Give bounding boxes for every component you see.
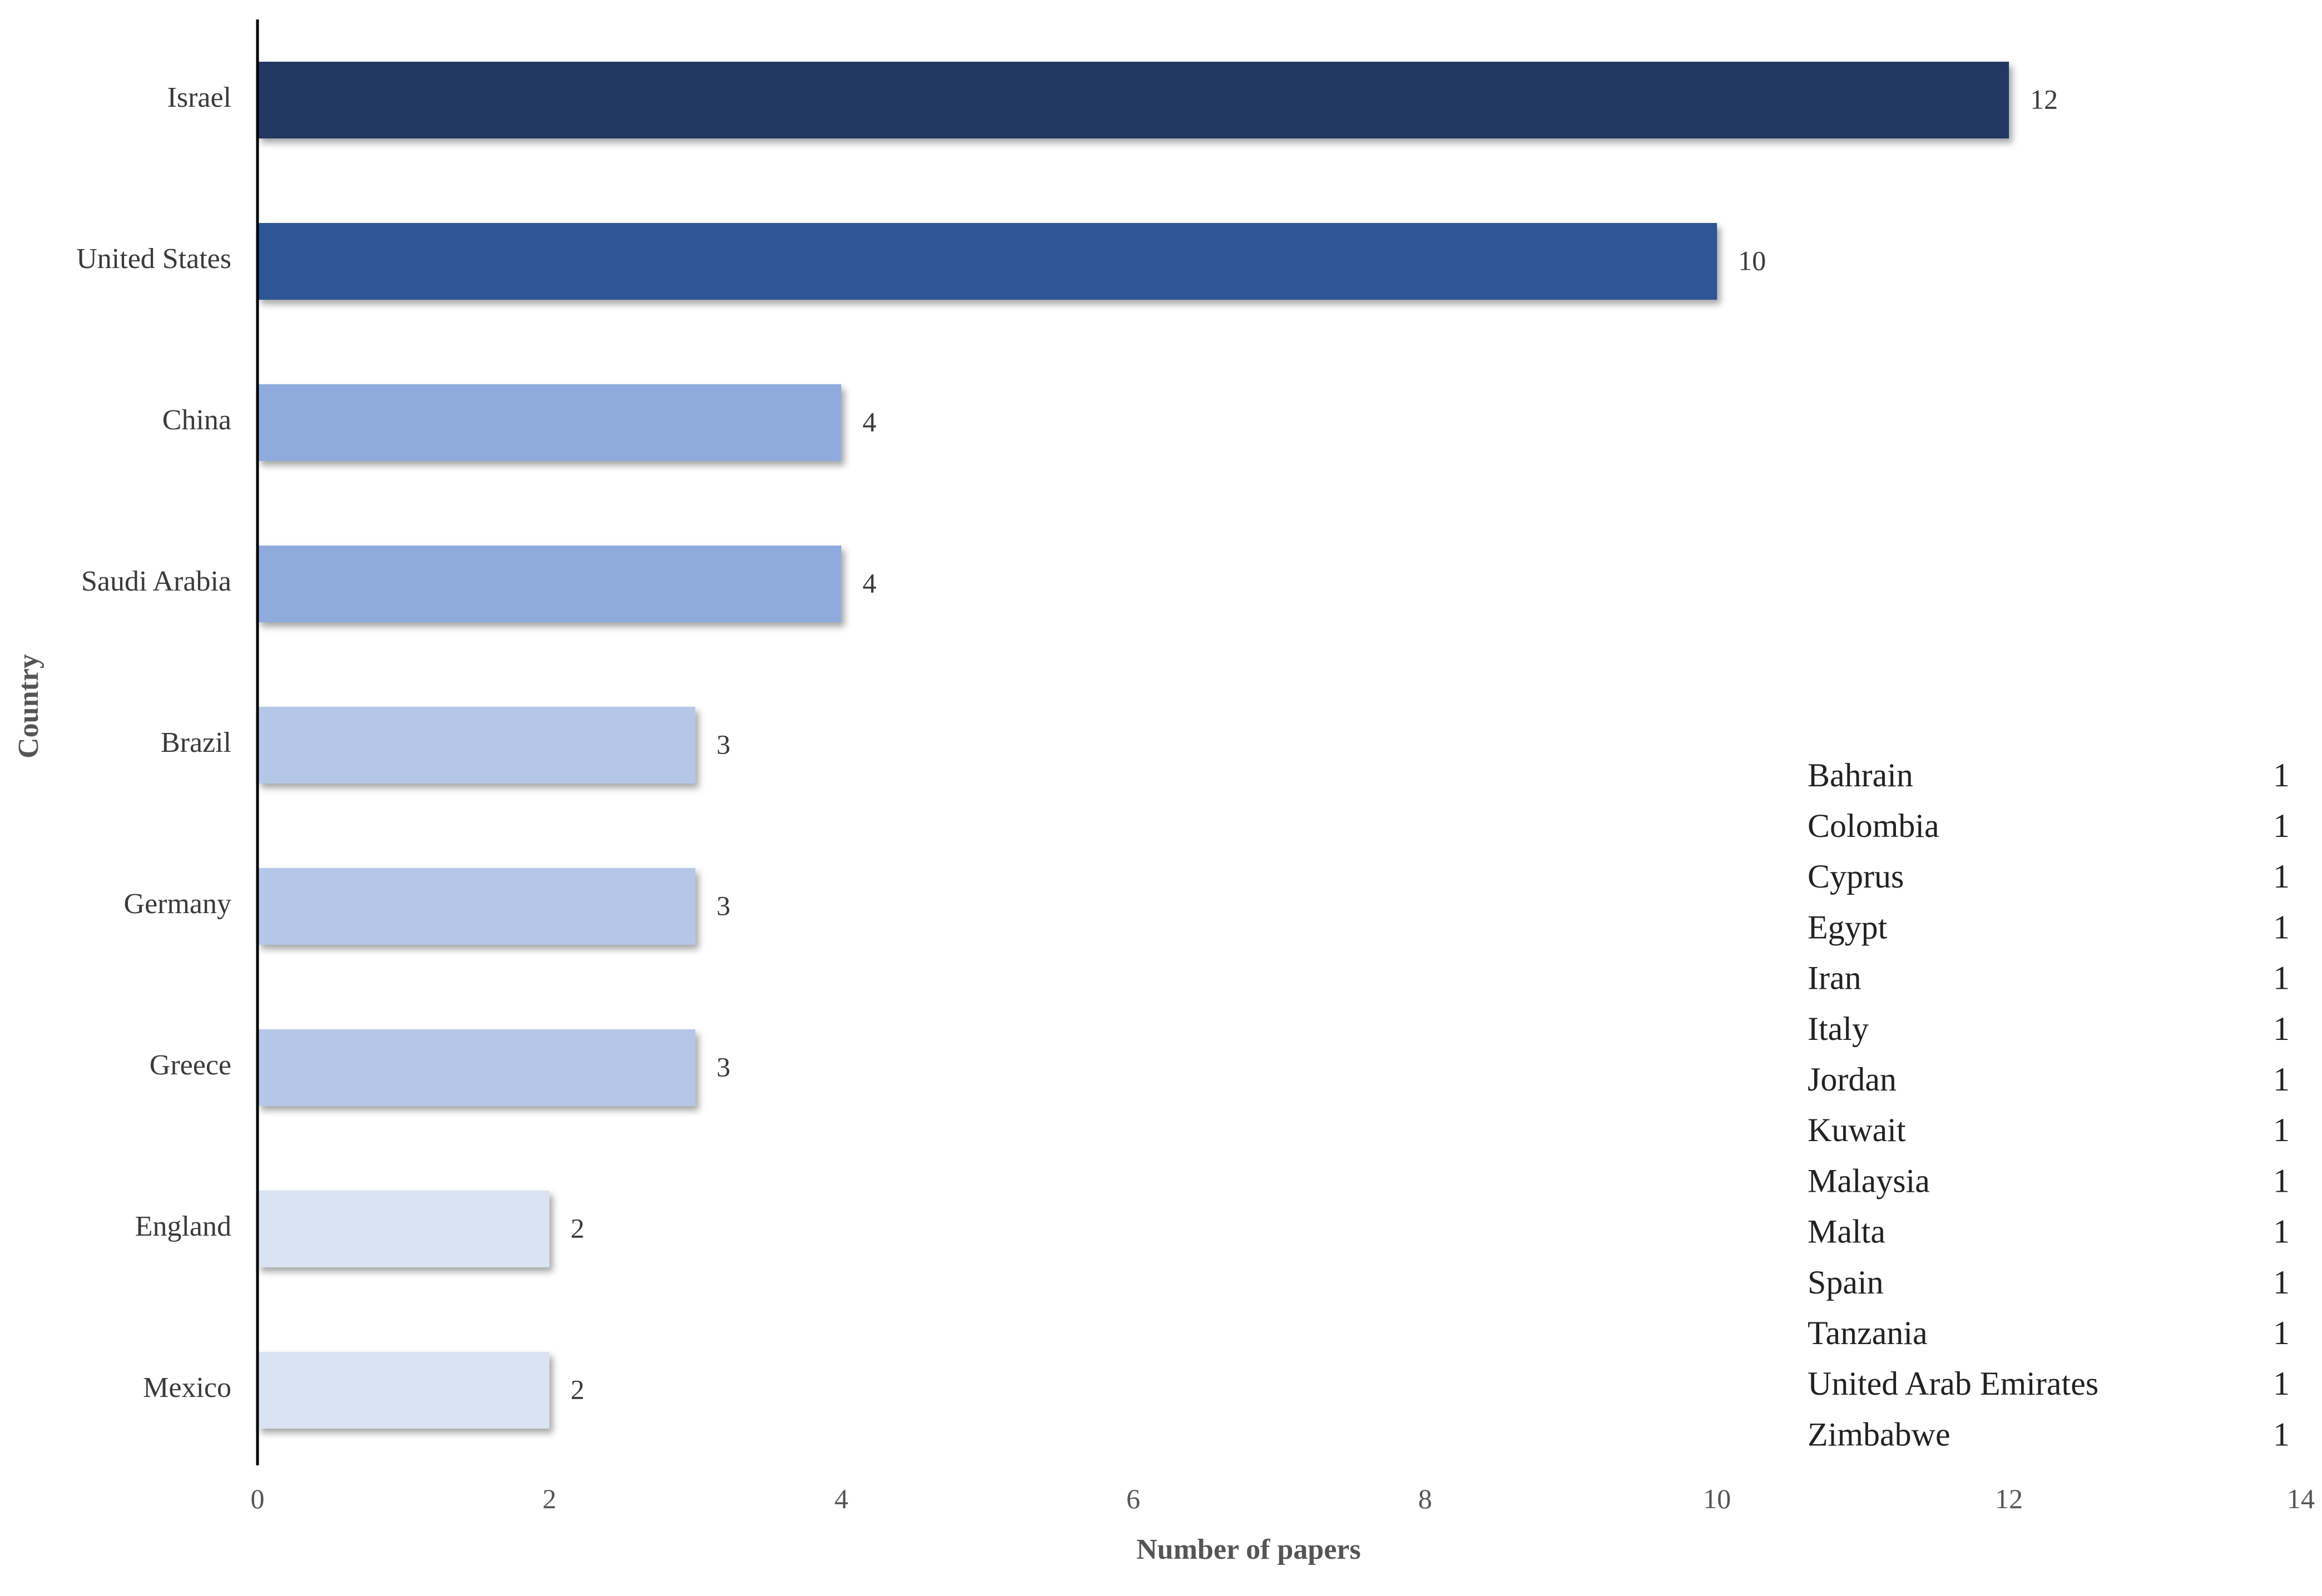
x-tick-label: 8 [1418, 1483, 1432, 1514]
category-label: England [135, 1211, 231, 1242]
inset-country-name: Malaysia [1808, 1162, 1930, 1199]
category-label: Mexico [143, 1372, 231, 1404]
inset-country-name: United Arab Emirates [1808, 1365, 2098, 1402]
inset-country-count: 1 [2273, 1162, 2290, 1199]
bar-saudi-arabia [258, 546, 841, 622]
category-label: Brazil [161, 727, 231, 759]
inset-country-count: 1 [2273, 858, 2290, 895]
category-labels: Israel United States China Saudi Arabia Braz… [76, 82, 231, 1404]
category-label: Germany [124, 888, 231, 920]
inset-country-count: 1 [2273, 1213, 2290, 1250]
inset-country-name: Malta [1808, 1213, 1885, 1250]
bar-united-states [258, 223, 1717, 300]
inset-country-name: Egypt [1808, 909, 1888, 945]
category-label: United States [76, 243, 231, 275]
inset-country-count: 1 [2273, 1365, 2290, 1402]
bar-value-label: 2 [571, 1374, 585, 1405]
bar-value-label: 3 [716, 1051, 730, 1082]
x-tick-label: 6 [1126, 1483, 1140, 1514]
bars-layer [258, 62, 2009, 1429]
inset-country-count: 1 [2273, 757, 2290, 794]
inset-country-count: 1 [2273, 960, 2290, 997]
inset-country-count: 1 [2273, 1315, 2290, 1351]
bar-value-label: 3 [716, 890, 730, 921]
bar-israel [258, 62, 2009, 138]
category-label: Greece [150, 1049, 231, 1081]
bar-value-label: 4 [863, 567, 877, 598]
bar-value-label: 3 [716, 728, 730, 760]
inset-country-count: 1 [2273, 1010, 2290, 1047]
y-axis-title: Country [13, 654, 44, 759]
bar-germany [258, 868, 696, 945]
inset-country-count: 1 [2273, 909, 2290, 945]
x-tick-label: 2 [542, 1483, 556, 1514]
bar-mexico [258, 1352, 549, 1429]
inset-country-name: Jordan [1808, 1061, 1897, 1098]
x-tick-label: 14 [2287, 1483, 2315, 1514]
bar-value-label: 12 [2030, 83, 2058, 115]
x-tick-label: 0 [251, 1483, 265, 1514]
inset-table: Bahrain 1 Colombia 1 Cyprus 1 Egypt 1 Iran 1 Italy… [1808, 757, 2290, 1453]
inset-country-name: Bahrain [1808, 757, 1913, 794]
inset-country-name: Cyprus [1808, 858, 1904, 895]
inset-country-count: 1 [2273, 1264, 2290, 1301]
value-labels: 12 10 4 4 3 3 3 2 2 [571, 83, 2058, 1405]
inset-country-count: 1 [2273, 807, 2290, 844]
category-label: Saudi Arabia [81, 566, 231, 597]
bar-greece [258, 1029, 696, 1106]
inset-country-name: Kuwait [1808, 1112, 1906, 1148]
category-label: China [162, 404, 231, 436]
inset-country-name: Tanzania [1808, 1315, 1928, 1351]
bar-value-label: 2 [571, 1212, 585, 1243]
bar-england [258, 1191, 549, 1267]
bar-value-label: 4 [863, 406, 877, 437]
x-axis-tick-labels: 0 2 4 6 8 10 12 14 [251, 1483, 2315, 1514]
x-tick-label: 10 [1703, 1483, 1731, 1514]
inset-country-count: 1 [2273, 1061, 2290, 1098]
x-tick-label: 12 [1995, 1483, 2023, 1514]
inset-country-count: 1 [2273, 1416, 2290, 1453]
bar-value-label: 10 [1738, 245, 1766, 276]
category-label: Israel [167, 82, 231, 113]
bar-china [258, 384, 841, 461]
inset-country-count: 1 [2273, 1112, 2290, 1148]
inset-country-name: Zimbabwe [1808, 1416, 1950, 1453]
bar-brazil [258, 707, 696, 784]
inset-country-name: Italy [1808, 1010, 1869, 1047]
x-tick-label: 4 [834, 1483, 848, 1514]
inset-country-name: Colombia [1808, 807, 1939, 844]
inset-country-name: Iran [1808, 960, 1861, 997]
x-axis-title: Number of papers [1136, 1534, 1360, 1565]
inset-country-name: Spain [1808, 1264, 1884, 1301]
